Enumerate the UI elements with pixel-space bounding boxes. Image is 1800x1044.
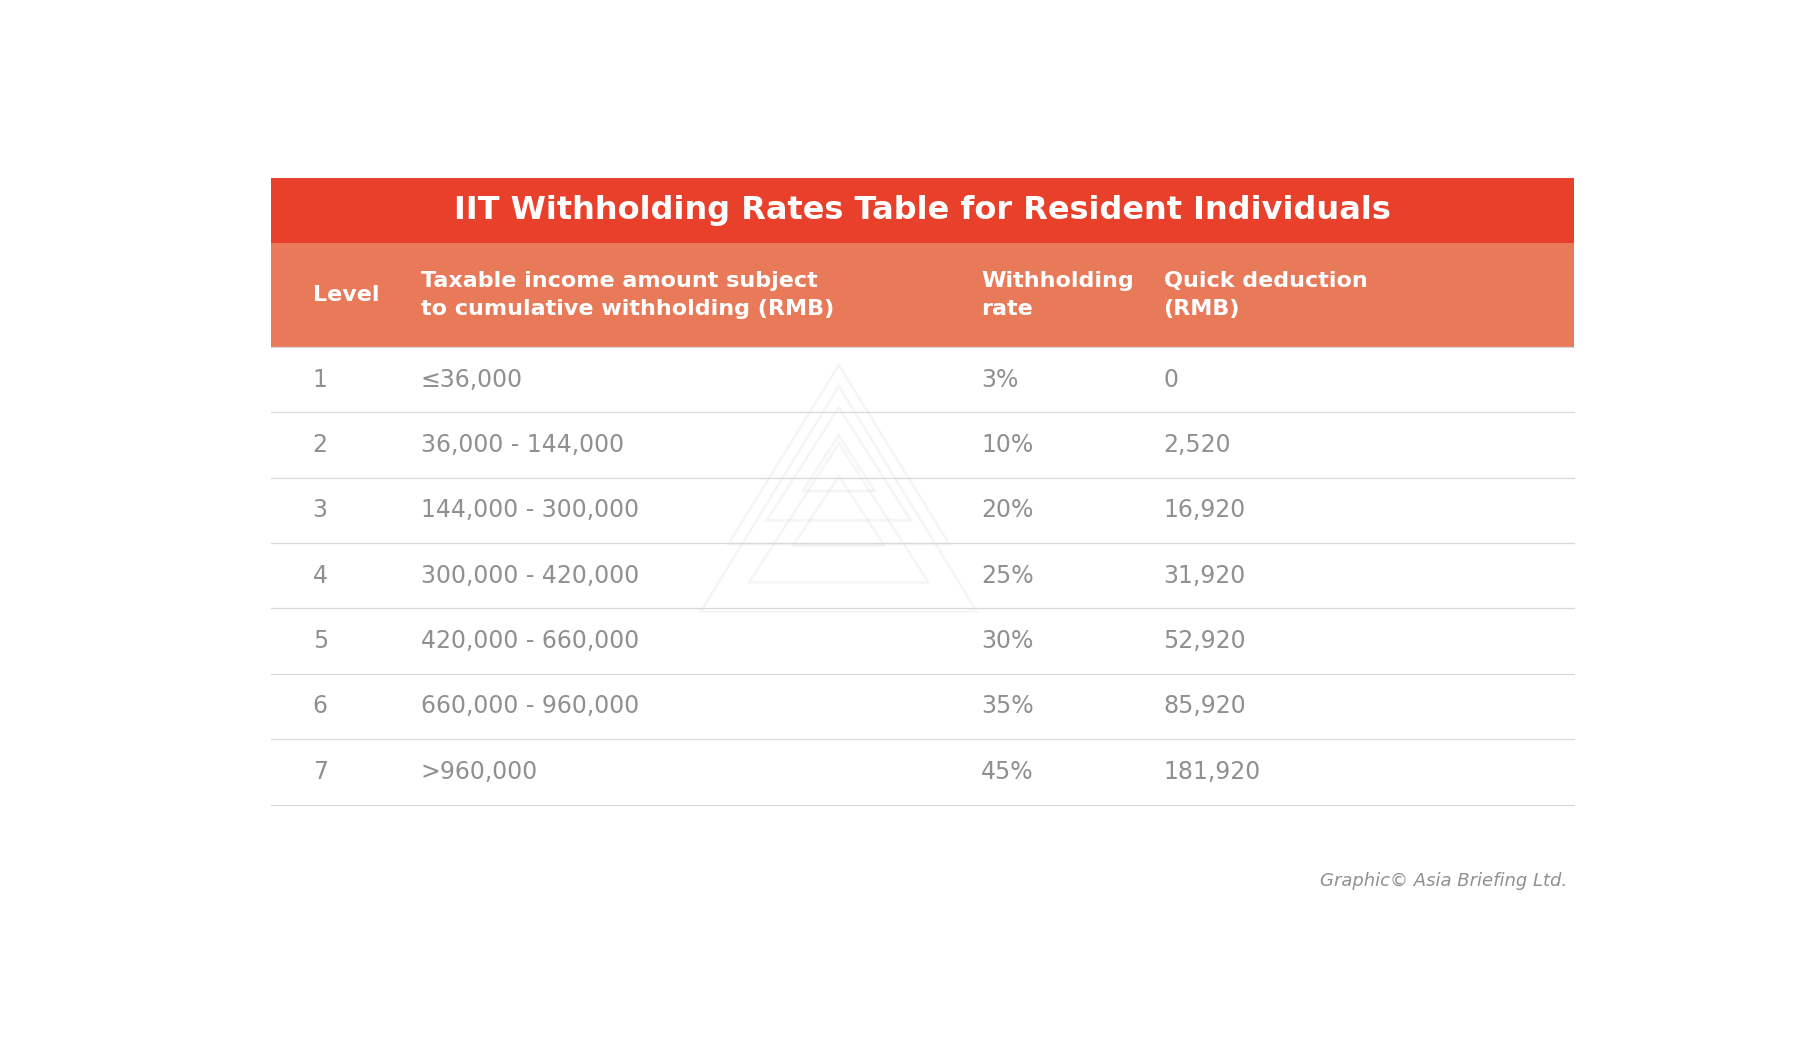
Text: 5: 5	[313, 630, 328, 654]
Bar	[272, 673, 1573, 739]
Text: 4: 4	[313, 564, 328, 588]
Text: ≤36,000: ≤36,000	[421, 367, 524, 392]
Text: 16,920: 16,920	[1163, 498, 1246, 522]
Bar	[272, 177, 1573, 243]
Text: 35%: 35%	[981, 694, 1033, 718]
Text: 30%: 30%	[981, 630, 1033, 654]
Text: 3%: 3%	[981, 367, 1019, 392]
Bar	[272, 739, 1573, 805]
Text: 1: 1	[313, 367, 328, 392]
Text: 181,920: 181,920	[1163, 760, 1260, 784]
Text: Withholding
rate: Withholding rate	[981, 271, 1134, 319]
Text: IIT Withholding Rates Table for Resident Individuals: IIT Withholding Rates Table for Resident…	[454, 195, 1391, 226]
Bar	[272, 543, 1573, 609]
Text: 660,000 - 960,000: 660,000 - 960,000	[421, 694, 639, 718]
Bar	[272, 243, 1573, 347]
Text: 31,920: 31,920	[1163, 564, 1246, 588]
Text: Taxable income amount subject
to cumulative withholding (RMB): Taxable income amount subject to cumulat…	[421, 271, 833, 319]
Text: 36,000 - 144,000: 36,000 - 144,000	[421, 433, 625, 457]
Text: 85,920: 85,920	[1163, 694, 1246, 718]
Bar	[272, 412, 1573, 477]
Bar	[272, 477, 1573, 543]
Text: 0: 0	[1163, 367, 1179, 392]
Text: Quick deduction
(RMB): Quick deduction (RMB)	[1163, 271, 1368, 319]
Bar	[272, 609, 1573, 673]
Text: 3: 3	[313, 498, 328, 522]
Text: 7: 7	[313, 760, 328, 784]
Text: 45%: 45%	[981, 760, 1033, 784]
Text: 144,000 - 300,000: 144,000 - 300,000	[421, 498, 639, 522]
Text: >960,000: >960,000	[421, 760, 538, 784]
Text: 2,520: 2,520	[1163, 433, 1231, 457]
Text: 420,000 - 660,000: 420,000 - 660,000	[421, 630, 639, 654]
Text: Graphic© Asia Briefing Ltd.: Graphic© Asia Briefing Ltd.	[1319, 872, 1568, 889]
Text: 25%: 25%	[981, 564, 1033, 588]
Text: 20%: 20%	[981, 498, 1033, 522]
Text: 2: 2	[313, 433, 328, 457]
Text: 6: 6	[313, 694, 328, 718]
Text: 10%: 10%	[981, 433, 1033, 457]
Text: 300,000 - 420,000: 300,000 - 420,000	[421, 564, 639, 588]
Text: 52,920: 52,920	[1163, 630, 1246, 654]
Text: Level: Level	[313, 285, 380, 305]
Bar	[272, 347, 1573, 412]
